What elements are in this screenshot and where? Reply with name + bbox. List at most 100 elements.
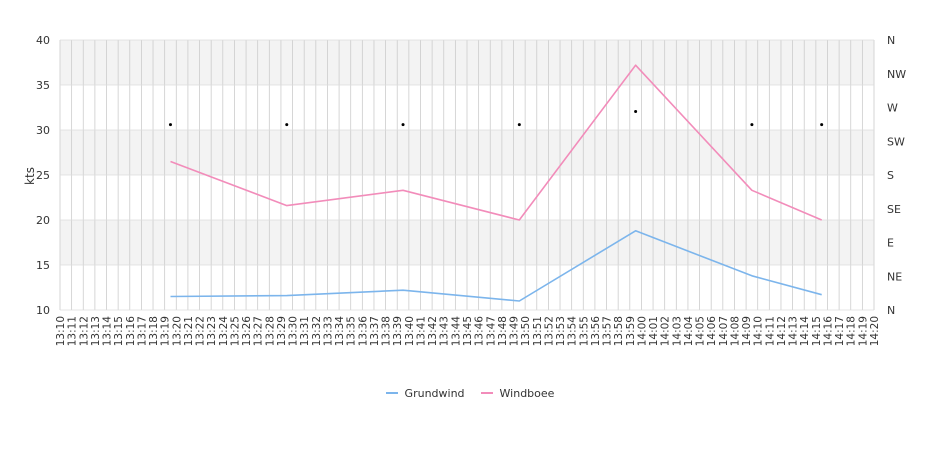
series-group [170, 64, 823, 302]
x-tick-label: 13:23 [206, 316, 218, 346]
direction-tick-label: SW [887, 135, 905, 148]
x-tick-label: 13:59 [625, 316, 637, 346]
x-tick-label: 13:20 [171, 316, 183, 346]
x-tick-label: 13:57 [602, 316, 614, 346]
x-tick-label: 13:58 [613, 316, 625, 346]
x-tick-label: 13:18 [148, 316, 160, 346]
x-tick-label: 13:15 [113, 316, 125, 346]
direction-marker [517, 123, 521, 127]
x-tick-label: 13:28 [264, 316, 276, 346]
x-tick-label: 13:56 [590, 316, 602, 347]
x-tick-label: 13:38 [381, 316, 393, 346]
legend-item-windboee[interactable]: Windboee [480, 386, 555, 400]
y-tick-label: 20 [36, 214, 50, 227]
x-tick-label: 14:12 [776, 316, 788, 346]
x-tick-label: 14:09 [741, 316, 753, 346]
x-tick-label: 14:16 [822, 316, 834, 347]
y-tick-label: 15 [36, 259, 50, 272]
legend: Grundwind Windboee [0, 384, 940, 400]
direction-marker [401, 123, 405, 127]
x-tick-label: 14:02 [660, 316, 672, 346]
x-tick-label: 13:22 [195, 316, 207, 346]
x-tick-label: 13:11 [67, 316, 79, 346]
x-tick-label: 13:43 [439, 316, 451, 346]
direction-tick-label: NE [887, 270, 902, 283]
x-tick-label: 13:51 [532, 316, 544, 346]
direction-marker [634, 110, 638, 113]
x-tick-label: 13:12 [78, 316, 90, 346]
y-axis-right: N NE E SE S SW W NW N [887, 34, 906, 317]
x-tick-label: 13:55 [578, 316, 590, 346]
x-tick-label: 13:53 [555, 316, 567, 346]
x-tick-label: 14:01 [648, 316, 660, 346]
series-line-windboee [170, 64, 823, 221]
x-tick-label: 13:36 [357, 316, 369, 347]
x-tick-label: 14:03 [671, 316, 683, 346]
direction-tick-label: NW [887, 68, 906, 81]
legend-swatch [480, 392, 493, 394]
y-axis-left: 10 15 20 25 30 35 40 [36, 34, 50, 317]
direction-marker [285, 123, 289, 127]
x-tick-label: 13:31 [299, 316, 311, 346]
x-tick-label: 13:24 [218, 316, 230, 347]
x-tick-label: 14:08 [729, 316, 741, 346]
direction-tick-label: N [887, 34, 895, 47]
x-tick-label: 13:50 [520, 316, 532, 346]
direction-markers [168, 110, 824, 127]
direction-marker [750, 123, 754, 127]
x-axis: 13:10 13:11 13:12 13:13 13:14 13:15 13:16 13:17… [55, 316, 881, 347]
x-tick-label: 13:41 [415, 316, 427, 346]
x-tick-label: 13:27 [253, 316, 265, 346]
x-tick-label: 14:15 [811, 316, 823, 346]
direction-tick-label: E [887, 237, 894, 250]
y-tick-label: 35 [36, 79, 50, 92]
x-tick-label: 13:33 [322, 316, 334, 346]
x-tick-label: 13:48 [497, 316, 509, 346]
x-tick-label: 13:25 [229, 316, 241, 346]
y-tick-label: 30 [36, 124, 50, 137]
x-tick-label: 14:05 [695, 316, 707, 346]
legend-item-grundwind[interactable]: Grundwind [385, 386, 465, 400]
x-tick-label: 14:06 [706, 316, 718, 347]
x-tick-label: 13:35 [346, 316, 358, 346]
x-tick-label: 13:45 [462, 316, 474, 346]
x-tick-label: 13:19 [160, 316, 172, 346]
x-tick-label: 14:17 [834, 316, 846, 346]
x-tick-label: 13:17 [136, 316, 148, 346]
direction-marker [820, 123, 824, 127]
x-tick-label: 13:34 [334, 316, 346, 347]
x-tick-label: 13:39 [392, 316, 404, 346]
x-tick-label: 13:14 [102, 316, 114, 347]
legend-swatch [385, 392, 398, 394]
series-line-grundwind [170, 230, 822, 302]
direction-marker [168, 123, 172, 127]
direction-tick-label: W [887, 102, 898, 115]
x-tick-label: 14:04 [683, 316, 695, 347]
x-tick-label: 14:19 [857, 316, 869, 346]
direction-tick-label: N [887, 304, 895, 317]
y-tick-label: 10 [36, 304, 50, 317]
x-tick-label: 13:30 [288, 316, 300, 346]
y-tick-label: 25 [36, 169, 50, 182]
x-tick-label: 13:10 [55, 316, 67, 346]
legend-label: Grundwind [404, 386, 465, 400]
x-tick-label: 13:29 [276, 316, 288, 346]
x-tick-label: 13:47 [485, 316, 497, 346]
x-tick-label: 13:40 [404, 316, 416, 346]
x-tick-label: 14:10 [753, 316, 765, 346]
x-tick-label: 14:14 [799, 316, 811, 347]
x-tick-label: 14:07 [718, 316, 730, 346]
x-tick-label: 13:16 [125, 316, 137, 347]
x-tick-label: 13:49 [509, 316, 521, 346]
x-tick-label: 13:42 [427, 316, 439, 346]
x-tick-label: 13:26 [241, 316, 253, 347]
x-tick-label: 14:00 [636, 316, 648, 346]
x-tick-label: 14:18 [846, 316, 858, 346]
x-tick-label: 13:21 [183, 316, 195, 346]
x-tick-label: 13:46 [474, 316, 486, 347]
x-tick-label: 13:54 [567, 316, 579, 347]
x-tick-label: 13:13 [90, 316, 102, 346]
legend-label: Windboee [499, 386, 555, 400]
